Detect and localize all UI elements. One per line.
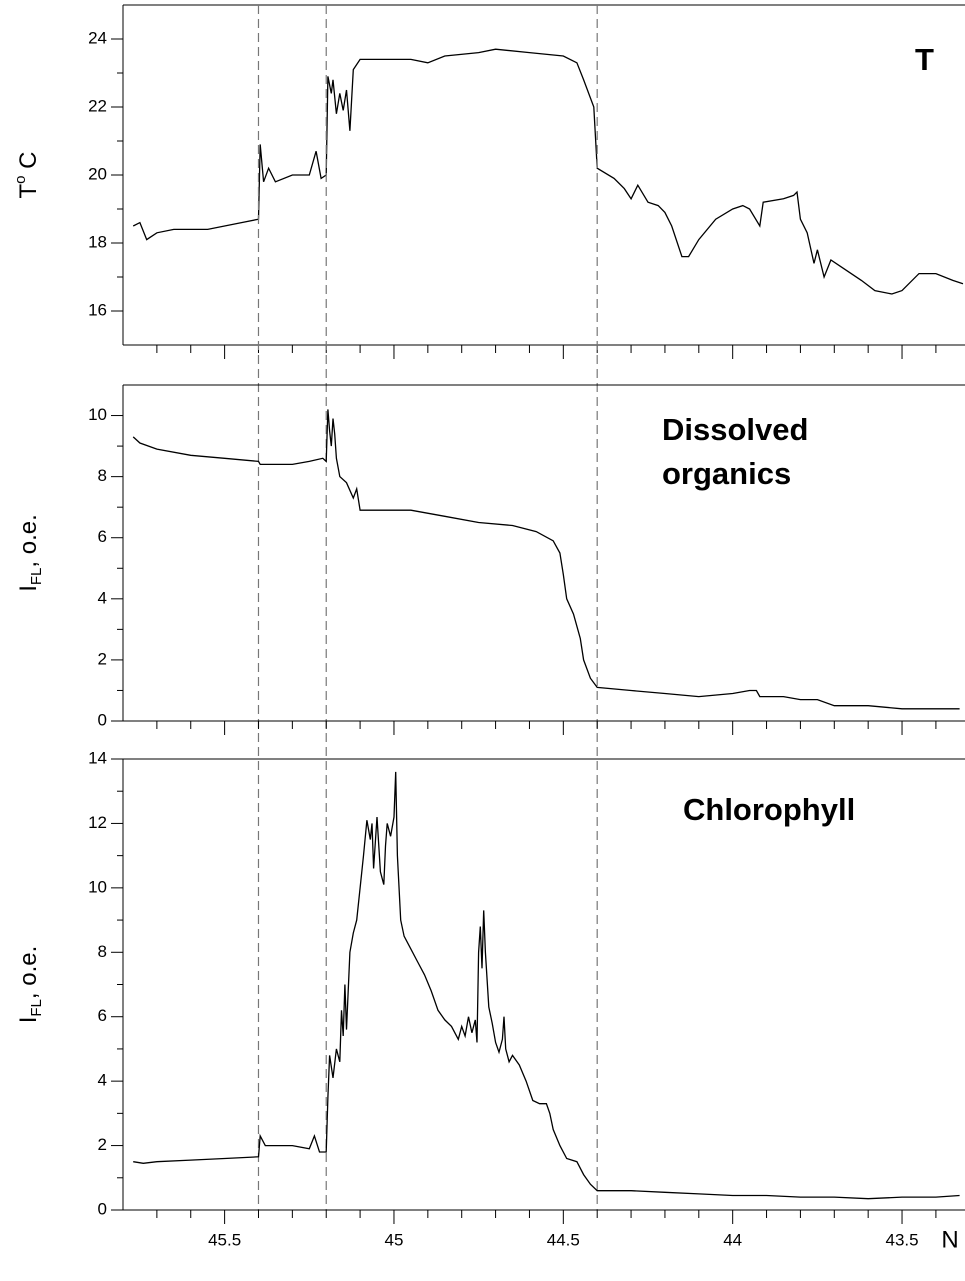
y-label-sup: o (12, 175, 29, 183)
y-axis-label: To C (12, 151, 42, 198)
x-tick-label: 43.5 (885, 1230, 918, 1249)
annotation: Chlorophyll (683, 792, 855, 827)
y-tick-label: 4 (98, 1071, 107, 1090)
y-tick-label: 8 (98, 466, 107, 485)
data-line (132, 48, 964, 295)
x-tick-label: 45.5 (208, 1230, 241, 1249)
annotation: organics (662, 456, 791, 491)
y-tick-label: 14 (88, 748, 107, 767)
x-tick-label: 45 (385, 1230, 404, 1249)
y-tick-label: 8 (98, 942, 107, 961)
y-tick-label: 12 (88, 813, 107, 832)
y-label-rest: , o.e. (15, 946, 42, 999)
data-line (133, 771, 960, 1200)
data-line (132, 409, 960, 710)
y-tick-label: 10 (88, 405, 107, 424)
y-tick-label: 10 (88, 877, 107, 896)
y-tick-label: 0 (98, 1199, 107, 1218)
y-label-main: I (15, 1017, 42, 1024)
y-label-sub: FL (28, 999, 45, 1017)
annotation: T (915, 42, 934, 77)
y-label-sub: FL (28, 568, 45, 586)
y-tick-label: 2 (98, 649, 107, 668)
y-tick-label: 0 (98, 710, 107, 729)
y-tick-label: 4 (98, 588, 107, 607)
y-axis-label: IFL, o.e. (15, 514, 45, 592)
y-label-main: I (15, 585, 42, 592)
y-label-rest: C (15, 151, 42, 175)
y-tick-label: 22 (88, 96, 107, 115)
y-tick-label: 16 (88, 300, 107, 319)
y-label-main: T (15, 184, 42, 199)
y-tick-label: 20 (88, 164, 107, 183)
x-axis-label: N (941, 1226, 958, 1253)
y-label-rest: , o.e. (15, 514, 42, 567)
y-tick-label: 2 (98, 1135, 107, 1154)
y-tick-label: 24 (88, 28, 107, 47)
y-tick-label: 6 (98, 1006, 107, 1025)
x-tick-label: 44.5 (547, 1230, 580, 1249)
x-tick-label: 44 (723, 1230, 742, 1249)
y-axis-label: IFL, o.e. (15, 946, 45, 1024)
annotation: Dissolved (662, 412, 808, 447)
y-tick-label: 6 (98, 527, 107, 546)
y-tick-label: 18 (88, 232, 107, 251)
